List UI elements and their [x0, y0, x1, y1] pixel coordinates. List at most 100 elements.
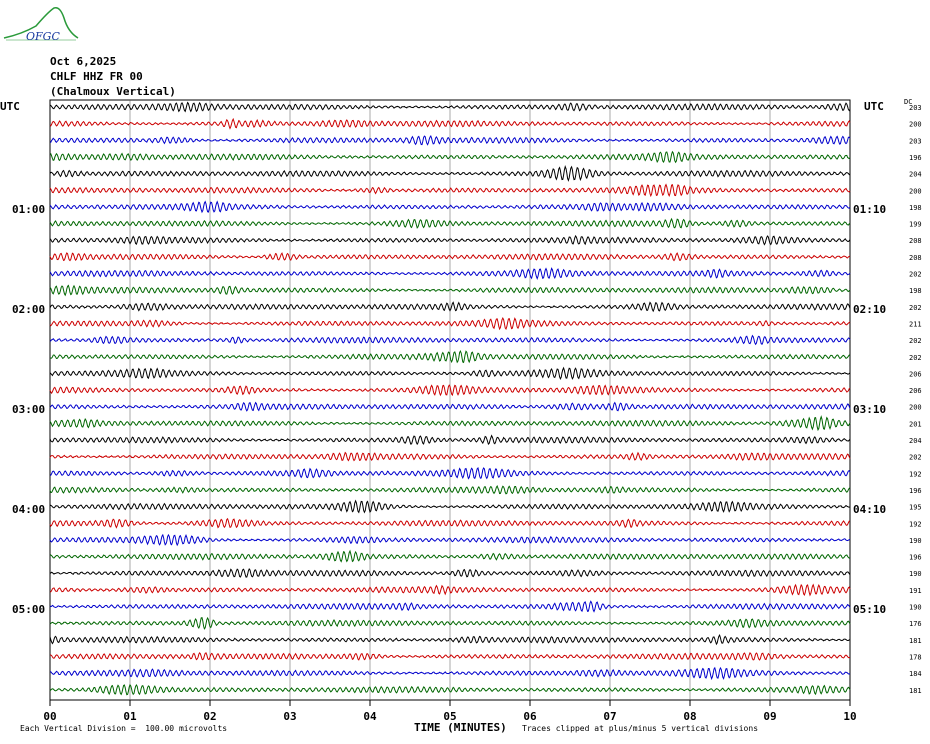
utc-label-right: UTC	[864, 100, 884, 113]
dc-offset-label: 181	[909, 637, 922, 645]
seismic-trace	[49, 150, 851, 164]
dc-offset-label: 202	[909, 454, 922, 462]
seismic-trace	[49, 384, 851, 397]
hour-label-right: 04:10	[853, 503, 887, 516]
dc-offset-label: 192	[909, 520, 922, 528]
x-tick-label: 10	[843, 710, 856, 723]
seismic-trace	[49, 600, 851, 613]
dc-offset-label: 176	[909, 620, 922, 628]
dc-offset-label: 199	[909, 221, 922, 229]
dc-offset-label: 202	[909, 304, 922, 312]
dc-offset-label: 202	[909, 271, 922, 279]
dc-label: DC	[904, 98, 913, 106]
seismic-trace	[49, 101, 851, 113]
seismic-trace	[49, 533, 851, 547]
seismic-trace	[49, 651, 851, 661]
dc-offset-label: 181	[909, 687, 922, 695]
seismic-trace	[49, 252, 851, 262]
seismic-trace	[49, 200, 851, 214]
seismic-trace	[49, 267, 851, 280]
seismic-trace	[49, 499, 851, 514]
dc-offset-label: 190	[909, 570, 922, 578]
dc-offset-label: 200	[909, 404, 922, 412]
logo-text: OFGC	[26, 30, 60, 43]
seismic-trace	[49, 134, 851, 146]
seismic-trace	[49, 366, 851, 380]
seismic-trace	[49, 349, 851, 364]
x-tick-label: 08	[683, 710, 696, 723]
dc-offset-label: 206	[909, 387, 922, 395]
x-tick-label: 03	[283, 710, 296, 723]
x-tick-label: 06	[523, 710, 537, 723]
dc-offset-label: 208	[909, 237, 922, 245]
hour-label-right: 03:10	[853, 403, 887, 416]
dc-offset-label: 184	[909, 670, 922, 678]
dc-offset-label: 196	[909, 154, 922, 162]
seismic-trace	[49, 634, 851, 646]
hour-label-left: 04:00	[12, 503, 46, 516]
dc-offset-label: 190	[909, 604, 922, 612]
seismic-trace	[49, 451, 851, 462]
seismic-trace	[49, 217, 851, 229]
dc-offset-label: 198	[909, 204, 922, 212]
x-tick-label: 00	[43, 710, 56, 723]
dc-offset-label: 211	[909, 320, 922, 328]
ofgc-logo: OFGC	[3, 6, 79, 43]
header-station: CHLF HHZ FR 00	[50, 70, 143, 83]
dc-offset-label: 203	[909, 137, 922, 145]
dc-offset-label: 196	[909, 487, 922, 495]
seismic-trace	[49, 434, 851, 446]
dc-offset-label: 200	[909, 121, 922, 129]
seismic-trace	[49, 616, 851, 630]
seismic-trace	[49, 301, 851, 313]
hour-label-left: 03:00	[12, 403, 46, 416]
hour-label-right: 01:10	[853, 203, 887, 216]
dc-offset-label: 202	[909, 337, 922, 345]
x-axis-title: TIME (MINUTES)	[414, 721, 507, 734]
dc-offset-label: 190	[909, 537, 922, 545]
dc-offset-label: 196	[909, 554, 922, 562]
hour-label-right: 05:10	[853, 603, 887, 616]
dc-offset-label: 192	[909, 470, 922, 478]
header-location: (Chalmoux Vertical)	[50, 85, 176, 98]
seismic-trace	[49, 334, 851, 346]
hour-label-left: 05:00	[12, 603, 46, 616]
dc-offset-label: 203	[909, 104, 922, 112]
seismic-trace	[49, 666, 851, 681]
header-date: Oct 6,2025	[50, 55, 117, 68]
dc-offset-label: 206	[909, 370, 922, 378]
dc-offset-label: 202	[909, 354, 922, 362]
hour-label-left: 02:00	[12, 303, 46, 316]
seismic-trace	[49, 683, 851, 696]
x-tick-label: 04	[363, 710, 377, 723]
dc-offset-label: 198	[909, 287, 922, 295]
seismic-trace	[49, 583, 851, 597]
clip-note: Traces clipped at plus/minus 5 vertical …	[522, 724, 759, 733]
dc-offset-label: 200	[909, 187, 922, 195]
seismic-trace	[49, 517, 851, 529]
seismic-trace	[49, 485, 851, 495]
seismic-trace	[49, 317, 851, 331]
dc-offset-label: 191	[909, 587, 922, 595]
x-tick-label: 05	[443, 710, 456, 723]
utc-label-left: UTC	[0, 100, 20, 113]
seismic-trace	[49, 234, 851, 246]
x-tick-label: 09	[763, 710, 776, 723]
seismic-trace	[49, 549, 851, 563]
x-tick-label: 02	[203, 710, 216, 723]
dc-offset-label: 208	[909, 254, 922, 262]
x-tick-label: 01	[123, 710, 137, 723]
dc-offset-label: 195	[909, 504, 922, 512]
dc-offset-label: 204	[909, 437, 922, 445]
dc-offset-label: 178	[909, 653, 922, 661]
dc-offset-label: 201	[909, 420, 922, 428]
seismic-trace	[49, 117, 851, 130]
dc-offset-label: 204	[909, 171, 922, 179]
seismic-trace	[49, 467, 851, 480]
seismic-trace	[49, 415, 851, 432]
seismic-trace	[49, 401, 851, 412]
seismic-trace	[49, 164, 851, 182]
hour-label-right: 02:10	[853, 303, 887, 316]
seismic-trace	[49, 183, 851, 198]
